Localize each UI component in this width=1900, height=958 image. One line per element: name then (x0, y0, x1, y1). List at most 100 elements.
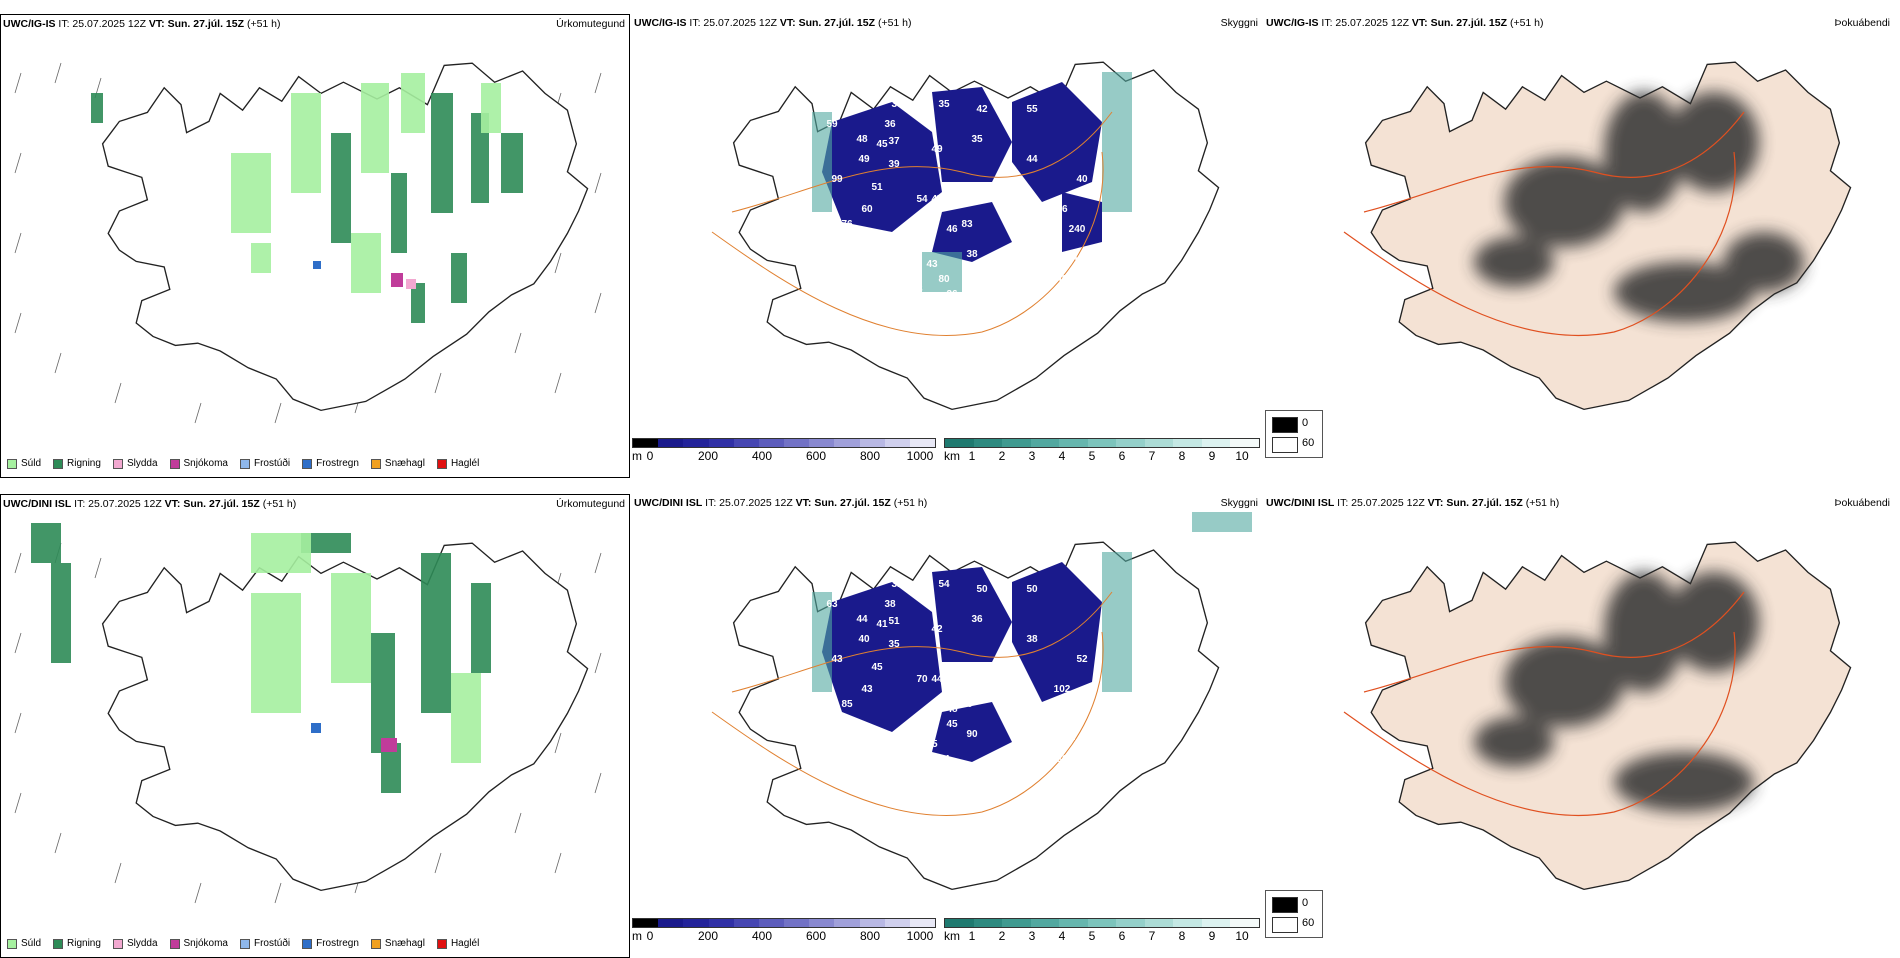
ceiling-label: 59 (826, 119, 838, 130)
legend-item: Snjókoma (169, 938, 228, 949)
model-name: UWC/IG-IS (1266, 17, 1319, 29)
legend-item: Snjókoma (169, 458, 228, 469)
model-name: UWC/DINI ISL (1266, 497, 1335, 509)
ceiling-label: 240 (1069, 224, 1086, 235)
tick: 200 (697, 449, 719, 463)
legend-label: Frostúði (253, 458, 291, 469)
precip-type-panel-2: UWC/DINI ISL IT: 25.07.2025 12Z VT: Sun.… (0, 494, 630, 958)
legend-label: 60 (1302, 437, 1315, 449)
tick: 6 (1118, 449, 1126, 463)
swatch (112, 938, 123, 949)
ceiling-label: 60 (861, 204, 873, 215)
model-name: UWC/IG-IS (3, 18, 56, 30)
roads (711, 111, 1113, 336)
ceiling-label: 38 (896, 749, 908, 760)
ceiling-label: 41 (876, 619, 888, 630)
tick: 8 (1178, 929, 1186, 943)
ceiling-label: 26 (1056, 204, 1068, 215)
legend-item: Súld (7, 458, 41, 469)
ceiling-label: 44 (1066, 252, 1078, 263)
valid-time: VT: Sun. 27.júl. 15Z (795, 497, 891, 509)
tick: 800 (859, 929, 881, 943)
swatch (53, 458, 64, 469)
product-name: Þokuábendi (1834, 17, 1890, 29)
tick: 600 (805, 449, 827, 463)
product-name: Úrkomutegund (556, 498, 625, 510)
visibility-areas (812, 512, 1252, 692)
ceiling-unit: m (632, 449, 642, 463)
product-name: Skyggni (1220, 17, 1258, 29)
ceiling-label: 47 (931, 194, 943, 205)
ceiling-label: 80 (938, 274, 950, 285)
init-time: IT: 25.07.2025 12Z (689, 17, 777, 29)
legend-item: Rigning (53, 458, 101, 469)
visibility-unit: km (944, 449, 960, 463)
lead-time: (+51 h) (1509, 17, 1544, 29)
ceiling-label: 36 (971, 614, 983, 625)
lead-time: (+51 h) (1525, 497, 1560, 509)
ceiling-label: 36 (884, 119, 896, 130)
legend-item: Frostúði (239, 458, 291, 469)
ceiling-label: 55 (1026, 104, 1038, 115)
tick: 5 (1088, 449, 1096, 463)
ceiling-label: 42 (976, 104, 988, 115)
tick: 600 (805, 929, 827, 943)
tick: 1000 (906, 449, 934, 463)
tick: 10 (1235, 449, 1249, 463)
swatch (239, 938, 250, 949)
ceiling-label: 47 (1066, 732, 1078, 743)
init-time: IT: 25.07.2025 12Z (1337, 497, 1425, 509)
tick: 7 (1148, 449, 1156, 463)
ceiling-label: 51 (888, 616, 900, 627)
visibility-unit: km (944, 929, 960, 943)
ceiling-label: 52 (1076, 654, 1088, 665)
tick: 400 (751, 929, 773, 943)
ceiling-label: 54 (938, 579, 950, 590)
ceiling-label: 45 (871, 662, 883, 673)
fog-legend: 0 60 (1265, 890, 1323, 938)
ceiling-label: 51 (871, 182, 883, 193)
ceiling-colorbar: m 0 200 400 600 800 1000 (632, 918, 936, 944)
ceiling-label: 44 (931, 674, 943, 685)
legend-item: Frostregn (302, 458, 359, 469)
tick: 3 (1028, 449, 1036, 463)
ceiling-label: 35 (926, 739, 938, 750)
tick: 8 (1178, 449, 1186, 463)
swatch (1272, 917, 1298, 933)
product-name: Þokuábendi (1834, 497, 1890, 509)
legend-label: Frostregn (316, 938, 359, 949)
legend-label: Haglél (450, 938, 480, 949)
legend-label: 60 (1302, 917, 1315, 929)
visibility-bar (944, 918, 1260, 928)
fog-shading (1474, 572, 1759, 812)
ceiling-label: 50 (976, 584, 988, 595)
swatch (1272, 417, 1298, 433)
legend-label: Rigning (67, 458, 101, 469)
ceiling-label: 90 (966, 729, 978, 740)
tick: 1 (968, 449, 976, 463)
tick: 2 (998, 929, 1006, 943)
ceiling-label: 63 (826, 599, 838, 610)
precip-drizzle (231, 73, 501, 293)
ceiling-label: 31 (891, 579, 903, 590)
legend-item: Frostregn (302, 938, 359, 949)
ceiling-label: 70 (916, 674, 928, 685)
legend-label: Slydda (126, 938, 158, 949)
legend-label: Snæhagl (384, 458, 425, 469)
fog-legend: 0 60 (1265, 410, 1323, 458)
ceiling-label: 36 (946, 289, 958, 300)
product-name: Skyggni (1220, 497, 1258, 509)
ceiling-label: 38 (1026, 634, 1038, 645)
legend-label: Súld (21, 458, 42, 469)
ceiling-visibility-panel-2: UWC/DINI ISL IT: 25.07.2025 12Z VT: Sun.… (632, 494, 1262, 958)
swatch (302, 458, 313, 469)
legend-item: Snæhagl (370, 938, 425, 949)
ceiling-label: 39 (1016, 756, 1028, 767)
tick: 7 (1148, 929, 1156, 943)
ceiling-label: 48 (946, 704, 958, 715)
legend-label: Snæhagl (384, 938, 425, 949)
tick: 3 (1028, 929, 1036, 943)
